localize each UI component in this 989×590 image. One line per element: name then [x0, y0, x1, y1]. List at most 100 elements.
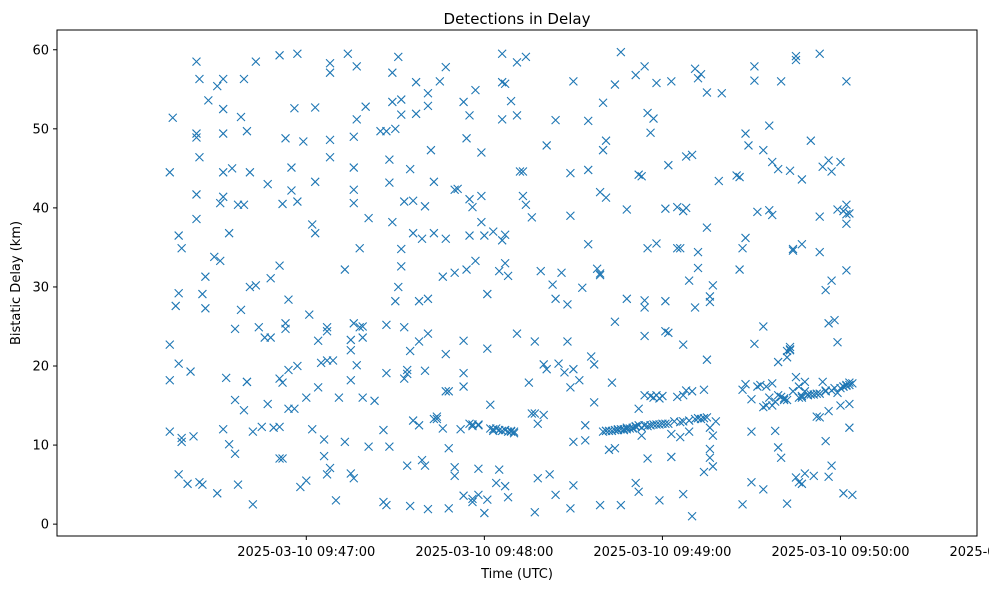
data-point [414, 420, 424, 430]
data-point [500, 258, 510, 268]
data-point [218, 167, 228, 177]
data-point [684, 276, 694, 286]
data-point [174, 231, 184, 240]
data-point [806, 136, 816, 146]
data-point [212, 81, 222, 91]
data-point [358, 322, 368, 331]
data-point [791, 51, 801, 61]
data-point [631, 478, 641, 488]
data-point [313, 382, 323, 392]
data-point [827, 461, 836, 471]
data-point [429, 228, 439, 238]
data-point [491, 424, 501, 433]
data-point [530, 337, 540, 346]
data-point [399, 322, 409, 332]
data-point [815, 212, 825, 221]
data-point [364, 213, 374, 223]
data-point [714, 176, 724, 186]
data-point [764, 121, 774, 131]
data-point [815, 247, 825, 257]
data-point [198, 289, 207, 299]
data-point [583, 239, 593, 249]
data-point [450, 471, 460, 481]
data-point [245, 167, 255, 177]
data-point [387, 68, 397, 78]
data-point [631, 421, 641, 431]
data-point [839, 382, 848, 391]
data-point [842, 200, 851, 210]
data-point [607, 378, 617, 388]
data-point [660, 326, 670, 336]
data-point [640, 61, 650, 71]
data-point [530, 409, 540, 418]
data-point [278, 378, 287, 388]
data-point [263, 179, 273, 189]
data-point [313, 336, 323, 346]
data-point [227, 163, 237, 173]
data-point [785, 345, 795, 355]
data-point [298, 137, 308, 146]
data-point [601, 136, 611, 146]
data-point [450, 462, 460, 472]
data-point [672, 202, 682, 212]
data-point [675, 432, 685, 442]
data-point [192, 214, 201, 224]
data-point [735, 172, 744, 182]
data-point [387, 217, 397, 227]
data-point [788, 244, 798, 254]
data-point [761, 382, 771, 391]
data-point [815, 389, 825, 399]
data-point [678, 340, 688, 350]
data-point [396, 262, 406, 271]
data-point [755, 380, 765, 390]
data-point [616, 47, 626, 57]
data-point [399, 197, 409, 206]
data-point [506, 427, 516, 437]
data-point [655, 496, 664, 505]
data-point [815, 49, 825, 59]
data-point [456, 424, 466, 434]
data-point [702, 413, 712, 422]
data-point [236, 112, 246, 122]
data-point [284, 295, 293, 304]
data-point [189, 431, 198, 441]
data-point [236, 305, 246, 315]
data-point [536, 266, 546, 276]
data-point [512, 110, 522, 120]
chart-title: Detections in Delay [444, 10, 591, 28]
data-point [696, 69, 706, 79]
data-point [764, 393, 774, 403]
data-point [195, 74, 204, 84]
data-point [192, 129, 201, 138]
data-point [684, 427, 694, 437]
data-point [325, 58, 335, 68]
data-point [752, 382, 762, 391]
data-point [634, 487, 644, 497]
data-point [844, 380, 854, 390]
data-point [640, 303, 650, 312]
data-point [699, 413, 709, 423]
data-point [705, 444, 715, 454]
data-point [224, 228, 234, 238]
data-point [758, 145, 768, 155]
data-point [408, 228, 418, 238]
x-tick-label: 2025-03-10 09:48:00 [415, 545, 553, 560]
data-point [687, 386, 697, 396]
data-point [601, 193, 611, 203]
data-point [239, 405, 249, 415]
data-point [833, 337, 842, 347]
data-point [690, 303, 700, 312]
data-point [776, 453, 786, 463]
data-point [239, 200, 249, 210]
data-point [233, 480, 243, 489]
data-point [438, 272, 448, 282]
data-point [782, 352, 792, 362]
data-point [773, 443, 783, 452]
data-point [839, 488, 848, 498]
data-point [503, 271, 513, 281]
data-point [821, 285, 831, 295]
data-point [663, 160, 673, 170]
data-point [349, 132, 359, 142]
data-point [563, 337, 572, 346]
